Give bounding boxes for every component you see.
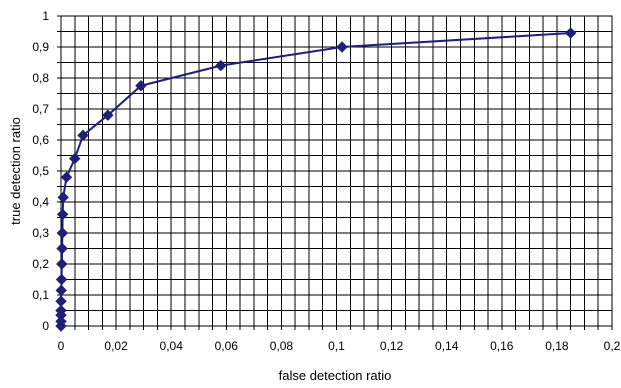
y-tick-label: 0,1 [32, 288, 49, 302]
data-point [56, 258, 68, 270]
x-tick-label: 0,04 [160, 339, 184, 353]
series-line-group [60, 32, 571, 326]
x-tick-label: 0,08 [270, 339, 294, 353]
y-axis-ticks: 0 0,1 0,2 0,3 0,4 0,5 0,6 0,7 0,8 0,9 1 [32, 9, 61, 333]
y-tick-label: 1 [42, 9, 49, 23]
y-tick-label: 0,8 [32, 71, 49, 85]
grid [60, 15, 613, 327]
x-tick-label: 0,06 [215, 339, 239, 353]
data-point [215, 59, 227, 72]
data-point [55, 295, 67, 307]
series-line [60, 32, 571, 326]
data-point [56, 227, 69, 239]
x-tick-label: 0,1 [328, 339, 345, 353]
y-tick-label: 0 [42, 319, 49, 333]
data-point [102, 109, 114, 121]
data-point [55, 304, 67, 317]
x-tick-label: 0,12 [380, 339, 404, 353]
x-tick-label: 0,2 [604, 339, 621, 353]
y-tick-label: 0,4 [32, 195, 49, 209]
x-tick-label: 0 [58, 339, 65, 353]
series-markers [55, 27, 577, 332]
data-point [564, 27, 577, 39]
y-tick-label: 0,2 [32, 257, 49, 271]
data-point [55, 284, 67, 297]
data-point [336, 41, 348, 53]
data-point [69, 152, 81, 165]
data-point [56, 242, 68, 255]
data-point [60, 171, 73, 183]
data-point [57, 191, 69, 204]
x-tick-label: 0,18 [545, 339, 569, 353]
data-point [56, 208, 69, 221]
data-point [55, 315, 67, 328]
x-tick-label: 0,02 [104, 339, 128, 353]
x-tick-label: 0,14 [435, 339, 459, 353]
data-point [77, 129, 89, 142]
y-tick-label: 0,6 [32, 133, 49, 147]
y-tick-label: 0,7 [32, 102, 49, 116]
y-axis-title: true detection ratio [8, 117, 23, 225]
y-tick-label: 0,9 [32, 40, 49, 54]
y-tick-label: 0,3 [32, 226, 49, 240]
data-point [55, 273, 68, 286]
y-tick-label: 0,5 [32, 164, 49, 178]
x-axis-title: false detection ratio [279, 368, 392, 383]
data-point [135, 80, 147, 92]
x-tick-label: 0,16 [490, 339, 514, 353]
x-axis-ticks: 0 0,02 0,04 0,06 0,08 0,1 0,12 0,14 0,16 0,18 0,2 [58, 326, 621, 353]
